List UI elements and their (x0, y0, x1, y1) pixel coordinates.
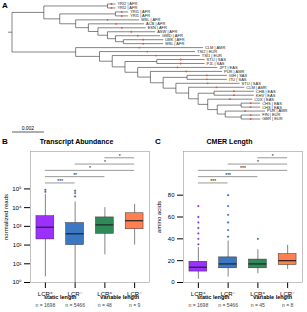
html-text:Transcript Abundance: Transcript Abundance (39, 138, 114, 145)
svg-text:ITU | SAS: ITU | SAS (228, 76, 247, 82)
svg-text:A: A (2, 1, 8, 10)
svg-text:amino acids: amino acids (156, 201, 162, 233)
svg-text:*: * (257, 159, 259, 165)
svg-text:CLM | AMR: CLM | AMR (246, 84, 267, 90)
svg-text:n = 5466: n = 5466 (218, 302, 238, 308)
svg-text:CHB | EAS: CHB | EAS (255, 88, 276, 94)
svg-text:FIN | EUR: FIN | EUR (262, 112, 281, 118)
svg-text:n = 9: n = 9 (129, 302, 140, 308)
svg-text:GWD | AFR: GWD | AFR (162, 33, 183, 39)
svg-text:variable length: variable length (253, 294, 292, 300)
svg-text:0: 0 (171, 279, 175, 285)
svg-text:10¹: 10¹ (13, 261, 22, 267)
svg-text:ACB | AFR: ACB | AFR (146, 21, 166, 27)
svg-text:*: * (104, 159, 106, 165)
svg-text:YRI1 | AFR: YRI1 | AFR (130, 13, 151, 19)
svg-text:CLM | AMR: CLM | AMR (204, 45, 226, 50)
svg-text:n = 5466: n = 5466 (65, 302, 85, 308)
svg-text:ASW | AFR: ASW | AFR (157, 29, 178, 35)
html-text:C: C (155, 137, 161, 146)
svg-text:*: * (119, 153, 121, 159)
svg-text:20: 20 (168, 258, 175, 264)
svg-text:TSI2 | EUR: TSI2 | EUR (197, 49, 218, 54)
svg-text:CHS | EAS: CHS | EAS (262, 104, 282, 110)
svg-text:n = 1698: n = 1698 (36, 302, 56, 308)
svg-text:normalized reads: normalized reads (3, 194, 9, 240)
svg-text:40: 40 (168, 236, 175, 242)
svg-text:***: *** (57, 178, 63, 184)
svg-text:60: 60 (168, 214, 175, 220)
svg-text:STU | SAS: STU | SAS (206, 56, 226, 62)
svg-text:CHS | EAS: CHS | EAS (262, 100, 282, 106)
svg-text:GBR | EUR: GBR | EUR (262, 116, 282, 121)
svg-text:MSL | AFR: MSL | AFR (141, 17, 161, 23)
svg-text:80: 80 (168, 192, 175, 198)
svg-text:10³: 10³ (13, 223, 22, 229)
svg-text:10⁵: 10⁵ (12, 186, 22, 192)
svg-text:LWK | AFR: LWK | AFR (165, 37, 185, 43)
svg-text:CDX | EAS: CDX | EAS (254, 96, 274, 102)
svg-text:MSL | AFR: MSL | AFR (165, 41, 184, 46)
svg-text:ESN | AFR: ESN | AFR (147, 25, 167, 31)
svg-text:static length: static length (197, 294, 230, 300)
svg-text:KHV | EAS: KHV | EAS (255, 92, 276, 98)
svg-text:GIH | SAS: GIH | SAS (228, 72, 248, 78)
svg-text:**: ** (73, 172, 77, 178)
svg-text:***: *** (225, 172, 231, 178)
svg-text:10⁴: 10⁴ (12, 205, 22, 211)
svg-text:variable length: variable length (100, 294, 139, 300)
svg-text:n = 8: n = 8 (282, 302, 293, 308)
svg-text:JPT | EAS: JPT | EAS (219, 64, 238, 70)
svg-text:TSI1 | EUR: TSI1 | EUR (201, 53, 222, 58)
svg-text:n = 48: n = 48 (98, 302, 112, 308)
html-text:CMER Length: CMER Length (206, 138, 253, 145)
svg-text:STU | SAS: STU | SAS (241, 80, 261, 86)
svg-text:***: *** (210, 178, 216, 184)
svg-text:*: * (89, 165, 91, 171)
svg-text:***: *** (240, 165, 246, 171)
svg-text:static length: static length (44, 294, 77, 300)
svg-text:10⁰: 10⁰ (12, 279, 22, 285)
svg-text:*: * (272, 153, 274, 159)
svg-text:PJL | SAS: PJL | SAS (206, 60, 225, 66)
svg-text:YRI2 | AFR: YRI2 | AFR (117, 1, 138, 7)
svg-text:n = 45: n = 45 (251, 302, 265, 308)
svg-text:YRI1 | AFR: YRI1 | AFR (130, 9, 151, 15)
svg-text:n = 1698: n = 1698 (189, 302, 209, 308)
html-text:B: B (2, 137, 8, 146)
svg-text:PUR | AMR: PUR | AMR (267, 108, 288, 114)
svg-text:10²: 10² (13, 242, 22, 248)
svg-text:YRI2 | AFR: YRI2 | AFR (117, 5, 138, 11)
svg-text:PUR | AMR: PUR | AMR (224, 68, 245, 74)
svg-text:0.002: 0.002 (22, 125, 35, 131)
